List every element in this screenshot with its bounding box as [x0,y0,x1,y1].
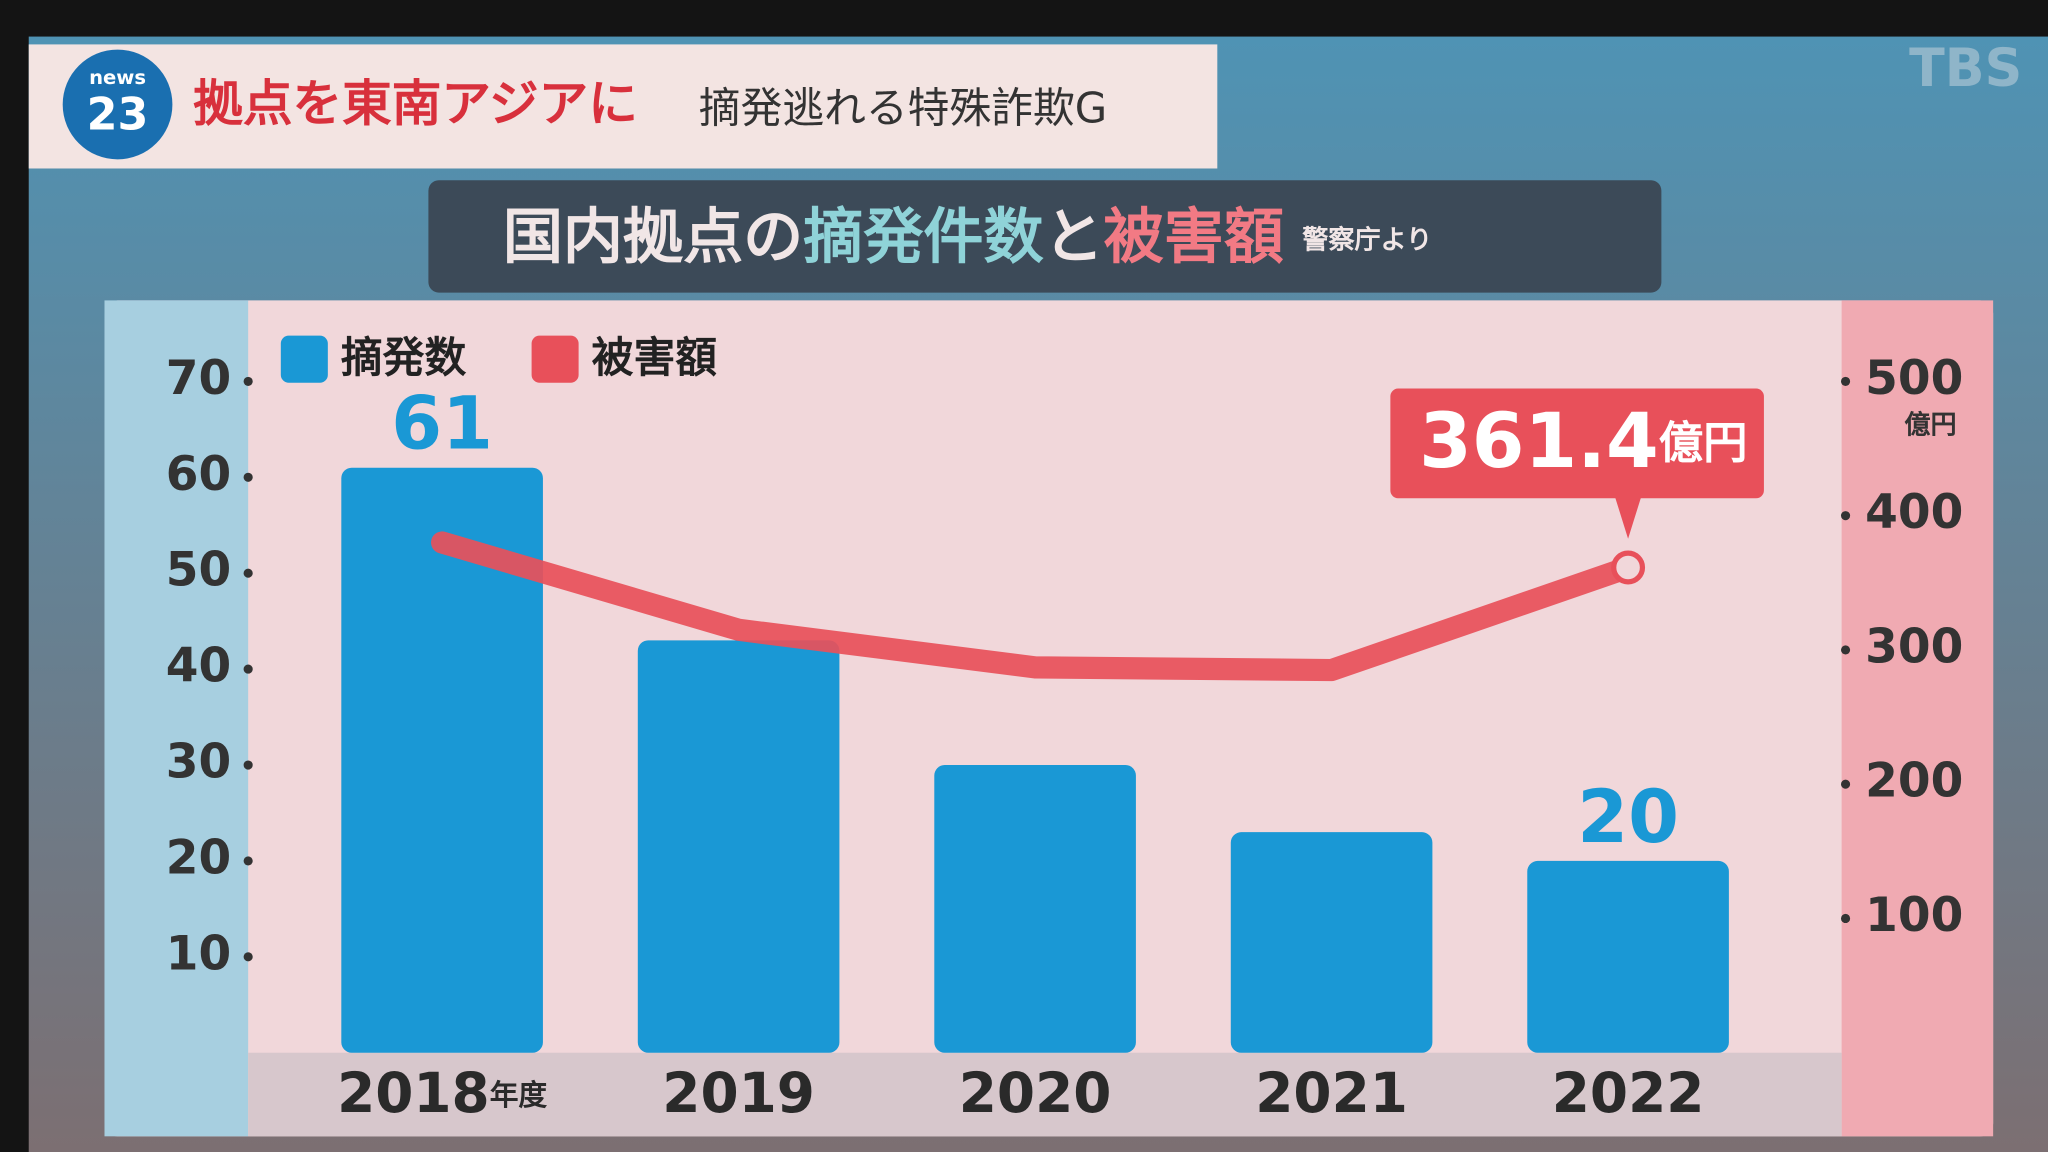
y-tick-label: 10 [166,926,231,981]
x-tick-label: 2021 [1255,1061,1408,1125]
headline: 拠点を東南アジアに [193,75,638,133]
y-tick-label: 40 [166,639,231,694]
bar [637,640,840,1053]
logo [62,49,173,160]
legend-label: 摘発数 [341,333,467,382]
y2-tick-mark [1840,376,1851,386]
x-tick-year: 2021 [1255,1061,1408,1125]
line-value: 361.4 [1419,397,1659,485]
x-tick-label: 2019 [662,1061,815,1125]
y2-tick-label: 500 [1865,351,1963,406]
y-tick-label: 30 [166,735,231,790]
y-tick-label: 50 [166,543,231,598]
bar [1527,860,1729,1053]
line-point [1611,550,1646,585]
subheadline: 摘発逃れる特殊詐欺G [699,84,1107,133]
y2-tick-label: 300 [1865,619,1963,674]
x-tick-label: 2020 [959,1061,1112,1125]
chart-source: 警察庁より [1302,224,1432,255]
title-part: 国内拠点の [503,202,803,272]
bar [934,765,1136,1053]
y-tick-mark [243,760,253,770]
title-box [428,180,1662,293]
y2-tick-label: 200 [1865,754,1963,809]
y-tick-mark [243,376,253,386]
legend-swatch [280,335,328,383]
x-tick-year: 2020 [959,1061,1112,1125]
bar [1230,832,1433,1053]
y-tick-mark [243,472,253,482]
y-tick-label: 70 [166,351,231,406]
y2-tick-mark [1840,913,1851,924]
legend-swatch [531,335,579,383]
title-part: と [1044,202,1104,272]
x-tick-label: 2022 [1552,1061,1705,1125]
y-tick-mark [243,568,253,578]
y-tick-mark [243,664,253,674]
x-tick-year: 2019 [662,1061,815,1125]
y2-tick-mark [1840,511,1851,521]
y2-tick-mark [1840,779,1851,789]
title-part: 被害額 [1104,202,1284,272]
bar-value-label: 20 [1577,775,1679,860]
x-axis-strip [248,1052,1842,1137]
callout-pointer [1615,496,1642,539]
line [431,531,1640,682]
x-unit: 年度 [490,1078,548,1112]
bar-value-label: 61 [391,382,493,467]
y2-tick-label: 400 [1865,485,1963,540]
chart-title: 国内拠点の摘発件数と被害額 警察庁より [503,202,1432,272]
title-part: 摘発件数 [803,202,1044,272]
headline-bar [28,44,1218,169]
bar [341,467,543,1053]
logo-number: 23 [87,90,149,141]
x-tick-label: 2018年度 [337,1061,547,1125]
chart-panel [104,300,1994,1137]
left-axis-strip [104,300,249,1137]
right-axis-strip [1841,300,1994,1137]
y2-unit: 億円 [1904,410,1956,440]
value-callout [1390,388,1764,499]
line-value-label: 361.4億円 [1419,397,1747,485]
x-tick-year: 2022 [1552,1061,1705,1125]
x-tick-year: 2018 [337,1061,490,1125]
line-value-unit: 億円 [1659,418,1748,469]
y-tick-mark [243,856,253,866]
logo-top: news [89,66,146,89]
y2-tick-label: 100 [1865,888,1963,943]
legend-label: 被害額 [592,333,718,382]
channel-watermark: TBS [1909,39,2022,99]
y-tick-label: 20 [166,830,231,885]
y-tick-label: 60 [166,447,231,502]
y-tick-mark [243,952,253,962]
y2-tick-mark [1840,645,1851,655]
